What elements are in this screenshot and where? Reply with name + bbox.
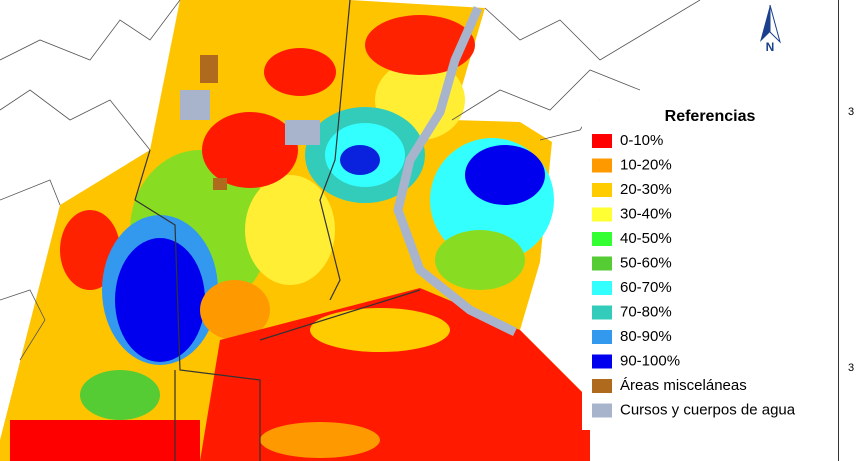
map-shape xyxy=(200,55,218,83)
legend-swatch xyxy=(592,256,612,271)
legend-swatch xyxy=(592,379,612,393)
map-shape xyxy=(202,112,298,188)
map-shape xyxy=(760,5,770,42)
legend-label: 20-30% xyxy=(620,181,672,198)
legend-swatch xyxy=(592,281,612,295)
map-shape xyxy=(213,178,227,190)
edge-label: 3 xyxy=(848,106,854,118)
map-shape xyxy=(0,289,46,361)
map-shape xyxy=(393,6,517,337)
map-shape xyxy=(310,308,450,352)
legend-swatch xyxy=(592,330,612,344)
map-shape xyxy=(264,48,336,96)
edge-label: 3 xyxy=(848,362,854,374)
map-shape xyxy=(10,420,200,461)
legend-swatch xyxy=(592,134,612,148)
map-shape xyxy=(180,90,210,120)
map-shape xyxy=(340,145,380,175)
legend-swatch xyxy=(592,403,612,418)
legend-label: 30-40% xyxy=(620,205,672,222)
legend-label: 40-50% xyxy=(620,230,672,247)
map-shape xyxy=(260,422,380,458)
map-shape xyxy=(115,238,205,362)
legend-swatch xyxy=(592,232,612,246)
legend-label: 50-60% xyxy=(620,254,672,271)
map-shape xyxy=(200,280,270,340)
legend-swatch xyxy=(592,207,612,222)
legend: 0-10% 10-20% 20-30% 30-40% 40-50% 50-60% 60-70… xyxy=(592,132,796,418)
legend-box xyxy=(582,100,832,430)
legend-swatch xyxy=(592,354,612,369)
map-shape xyxy=(259,289,421,341)
map-shape xyxy=(319,0,351,301)
legend-swatch xyxy=(592,305,612,320)
legend-label: 0-10% xyxy=(620,132,663,149)
legend-label: 10-20% xyxy=(620,156,672,173)
map-shape xyxy=(245,175,335,285)
north-label: N xyxy=(766,40,775,54)
map-shape xyxy=(0,0,181,61)
map-shape xyxy=(285,120,320,145)
map-shape xyxy=(200,288,590,461)
legend-swatch xyxy=(592,183,612,197)
legend-title: Referencias xyxy=(665,108,756,125)
legend-label: 70-80% xyxy=(620,303,672,320)
legend-label: Áreas misceláneas xyxy=(620,377,747,394)
map-shape xyxy=(435,230,525,290)
map-shape xyxy=(838,0,839,461)
map-shape xyxy=(365,15,475,75)
map-shape xyxy=(451,69,641,121)
map-shape xyxy=(0,179,61,206)
legend-swatch xyxy=(592,158,612,173)
legend-label: Cursos y cuerpos de agua xyxy=(620,401,796,418)
map-shape xyxy=(769,4,781,44)
map-shape xyxy=(80,370,160,420)
map-shape xyxy=(465,145,545,205)
map-shape xyxy=(484,0,701,61)
map-shape xyxy=(0,89,151,151)
map-shape xyxy=(134,149,261,461)
legend-label: 90-100% xyxy=(620,352,680,369)
legend-label: 60-70% xyxy=(620,279,672,296)
legend-label: 80-90% xyxy=(620,328,672,345)
